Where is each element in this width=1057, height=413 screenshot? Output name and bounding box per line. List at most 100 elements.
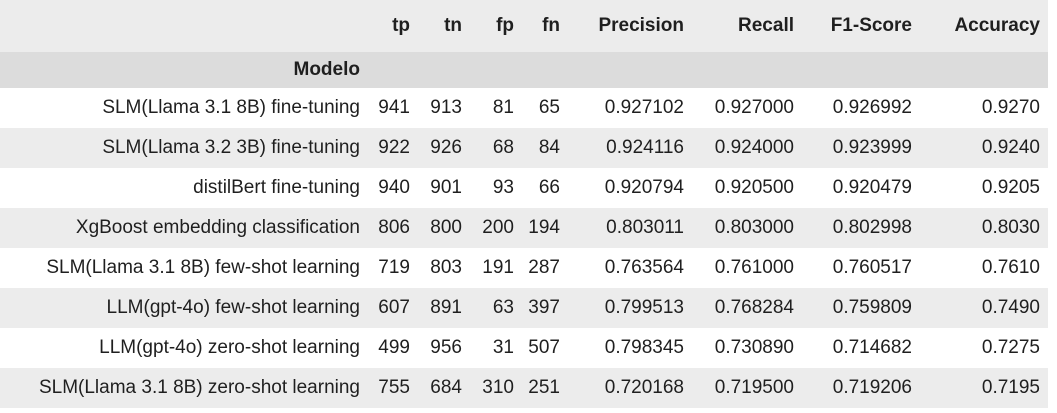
index-name-empty-cell xyxy=(522,52,568,88)
row-model-name: SLM(Llama 3.1 8B) fine-tuning xyxy=(102,97,360,118)
cell-fn: 84 xyxy=(538,137,560,158)
cell-tp: 719 xyxy=(378,257,410,278)
cell-fp: 68 xyxy=(492,137,514,158)
cell-tn: 891 xyxy=(430,297,462,318)
cell-f1-score: 0.920479 xyxy=(832,177,912,198)
column-header-fn: fn xyxy=(542,15,560,36)
cell-f1-score: 0.714682 xyxy=(832,337,912,358)
cell-fp: 191 xyxy=(482,257,514,278)
row-model-name: XgBoost embedding classification xyxy=(75,217,360,238)
cell-fp: 93 xyxy=(492,177,514,198)
cell-accuracy: 0.8030 xyxy=(981,217,1040,238)
cell-fn: 251 xyxy=(528,377,560,398)
cell-accuracy: 0.9205 xyxy=(981,177,1040,198)
table-row: SLM(Llama 3.1 8B) zero-shot learning 755… xyxy=(0,368,1048,408)
cell-tp: 755 xyxy=(378,377,410,398)
table-body: SLM(Llama 3.1 8B) fine-tuning 941 913 81… xyxy=(0,88,1048,408)
table-row: SLM(Llama 3.2 3B) fine-tuning 922 926 68… xyxy=(0,128,1048,168)
index-name-empty-cell xyxy=(372,52,418,88)
cell-tp: 941 xyxy=(378,97,410,118)
column-header-tn: tn xyxy=(444,15,462,36)
results-table: tp tn fp fn Precision Recall F1-Score Ac… xyxy=(0,0,1048,408)
cell-tp: 940 xyxy=(378,177,410,198)
row-model-name: SLM(Llama 3.1 8B) zero-shot learning xyxy=(38,377,360,398)
column-header-recall: Recall xyxy=(738,15,794,36)
cell-fn: 66 xyxy=(538,177,560,198)
cell-fn: 287 xyxy=(528,257,560,278)
column-header-precision: Precision xyxy=(598,15,684,36)
cell-tp: 806 xyxy=(378,217,410,238)
cell-tp: 607 xyxy=(378,297,410,318)
cell-accuracy: 0.7275 xyxy=(981,337,1040,358)
cell-fp: 63 xyxy=(492,297,514,318)
cell-tn: 901 xyxy=(430,177,462,198)
cell-recall: 0.924000 xyxy=(714,137,794,158)
cell-recall: 0.768284 xyxy=(714,297,794,318)
cell-accuracy: 0.7195 xyxy=(981,377,1040,398)
cell-f1-score: 0.923999 xyxy=(832,137,912,158)
cell-f1-score: 0.759809 xyxy=(832,297,912,318)
cell-tn: 684 xyxy=(430,377,462,398)
cell-fp: 310 xyxy=(482,377,514,398)
cell-precision: 0.803011 xyxy=(606,217,684,238)
index-name-empty-cell xyxy=(692,52,802,88)
cell-f1-score: 0.719206 xyxy=(832,377,912,398)
cell-fn: 397 xyxy=(528,297,560,318)
row-model-name: distilBert fine-tuning xyxy=(193,177,360,198)
cell-tn: 926 xyxy=(430,137,462,158)
column-header-f1-score: F1-Score xyxy=(830,15,912,36)
table-header: tp tn fp fn Precision Recall F1-Score Ac… xyxy=(0,0,1048,88)
index-name-empty-cell xyxy=(920,52,1048,88)
index-name-label: Modelo xyxy=(293,59,361,80)
cell-f1-score: 0.760517 xyxy=(832,257,912,278)
cell-fp: 31 xyxy=(492,337,514,358)
cell-fn: 507 xyxy=(528,337,560,358)
cell-precision: 0.763564 xyxy=(604,257,684,278)
cell-precision: 0.927102 xyxy=(604,97,684,118)
cell-recall: 0.920500 xyxy=(714,177,794,198)
cell-recall: 0.761000 xyxy=(714,257,794,278)
table-row: LLM(gpt-4o) few-shot learning 607 891 63… xyxy=(0,288,1048,328)
cell-accuracy: 0.7610 xyxy=(981,257,1040,278)
row-model-name: LLM(gpt-4o) few-shot learning xyxy=(106,297,360,318)
table-row: SLM(Llama 3.1 8B) fine-tuning 941 913 81… xyxy=(0,88,1048,128)
column-header-fp: fp xyxy=(496,15,514,36)
cell-precision: 0.924116 xyxy=(606,137,684,158)
column-header-row: tp tn fp fn Precision Recall F1-Score Ac… xyxy=(0,0,1048,52)
index-name-row: Modelo xyxy=(0,52,1048,88)
index-name-empty-cell xyxy=(568,52,692,88)
cell-fp: 200 xyxy=(482,217,514,238)
index-name-empty-cell xyxy=(418,52,470,88)
cell-tn: 800 xyxy=(430,217,462,238)
cell-precision: 0.799513 xyxy=(604,297,684,318)
cell-fn: 194 xyxy=(528,217,560,238)
cell-tn: 913 xyxy=(430,97,462,118)
cell-fn: 65 xyxy=(538,97,560,118)
corner-cell xyxy=(0,0,372,52)
cell-f1-score: 0.926992 xyxy=(832,97,912,118)
table-row: distilBert fine-tuning 940 901 93 66 0.9… xyxy=(0,168,1048,208)
table-row: LLM(gpt-4o) zero-shot learning 499 956 3… xyxy=(0,328,1048,368)
cell-accuracy: 0.7490 xyxy=(981,297,1040,318)
cell-fp: 81 xyxy=(492,97,514,118)
table-row: SLM(Llama 3.1 8B) few-shot learning 719 … xyxy=(0,248,1048,288)
cell-accuracy: 0.9270 xyxy=(981,97,1040,118)
cell-recall: 0.730890 xyxy=(714,337,794,358)
cell-tn: 803 xyxy=(430,257,462,278)
row-model-name: SLM(Llama 3.1 8B) few-shot learning xyxy=(46,257,360,278)
column-header-accuracy: Accuracy xyxy=(954,15,1040,36)
cell-recall: 0.803000 xyxy=(714,217,794,238)
cell-precision: 0.720168 xyxy=(604,377,684,398)
cell-recall: 0.927000 xyxy=(714,97,794,118)
cell-recall: 0.719500 xyxy=(714,377,794,398)
cell-accuracy: 0.9240 xyxy=(981,137,1040,158)
row-model-name: LLM(gpt-4o) zero-shot learning xyxy=(99,337,360,358)
cell-f1-score: 0.802998 xyxy=(832,217,912,238)
column-header-tp: tp xyxy=(392,15,410,36)
index-name-empty-cell xyxy=(802,52,920,88)
cell-tn: 956 xyxy=(430,337,462,358)
cell-tp: 922 xyxy=(378,137,410,158)
index-name-empty-cell xyxy=(470,52,522,88)
cell-tp: 499 xyxy=(378,337,410,358)
